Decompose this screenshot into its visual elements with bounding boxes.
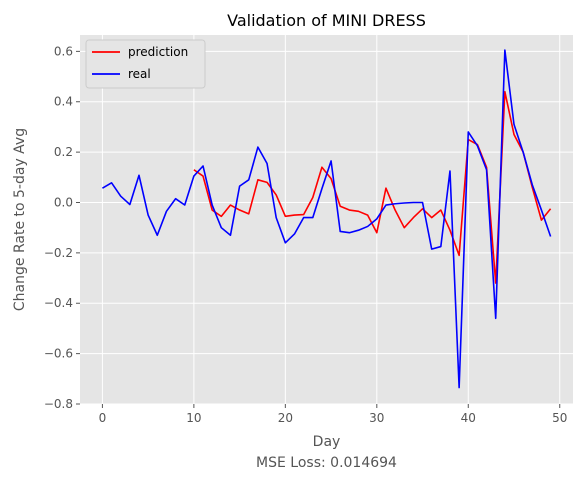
- tick-labels: 0 10 20 30 40 50 −0.8 −0.6 −0.4 −0.2 0.0 0.2 0.4 0.6: [44, 44, 568, 425]
- y-tick-label: 0.6: [54, 44, 73, 58]
- legend: prediction real: [85, 39, 206, 89]
- x-tick-label: 40: [461, 411, 476, 425]
- x-tick-label: 10: [186, 411, 201, 425]
- y-tick-label: 0.2: [54, 145, 73, 159]
- y-axis-title: Change Rate to 5-day Avg: [12, 128, 28, 311]
- legend-label-prediction: prediction: [128, 45, 188, 59]
- y-tick-label: −0.6: [44, 347, 73, 361]
- y-tick-label: 0.0: [54, 195, 73, 209]
- y-tick-label: −0.2: [44, 246, 73, 260]
- y-tick-label: −0.4: [44, 296, 73, 310]
- series-line-real: [102, 49, 552, 389]
- series-layer: [102, 49, 552, 389]
- chart-title: Validation of MINI DRESS: [227, 11, 426, 30]
- y-tick-label: 0.4: [54, 95, 73, 109]
- mse-loss-caption: MSE Loss: 0.014694: [256, 455, 397, 471]
- y-tick-label: −0.8: [44, 397, 73, 411]
- grid-lines: [80, 35, 573, 405]
- series-line-prediction: [193, 90, 552, 284]
- x-tick-label: 20: [278, 411, 293, 425]
- x-axis-title: Day: [313, 434, 341, 450]
- x-tick-label: 50: [552, 411, 567, 425]
- legend-label-real: real: [128, 67, 151, 81]
- x-tick-label: 30: [369, 411, 384, 425]
- x-tick-label: 0: [99, 411, 107, 425]
